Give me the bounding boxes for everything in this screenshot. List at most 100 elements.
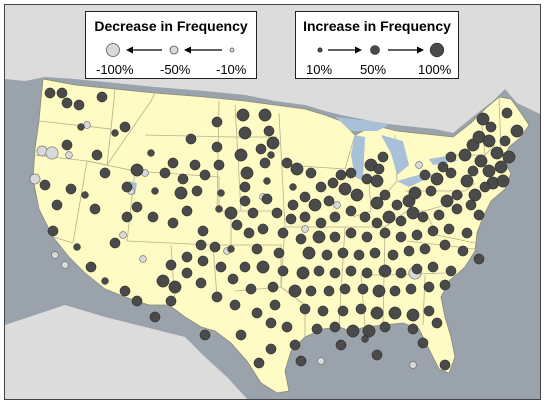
increase-station-marker xyxy=(299,303,311,315)
increase-station-marker xyxy=(359,211,371,223)
increase-station-marker xyxy=(167,217,179,229)
increase-station-marker xyxy=(317,305,329,317)
increase-station-marker xyxy=(395,231,407,243)
increase-station-marker xyxy=(229,299,241,311)
increase-station-marker xyxy=(439,359,451,371)
increase-station-marker xyxy=(378,264,392,278)
legend-decrease-label-10: -10% xyxy=(216,62,247,77)
increase-station-marker xyxy=(61,139,73,151)
increase-station-marker xyxy=(379,227,391,239)
increase-station-marker xyxy=(445,167,457,179)
increase-station-marker xyxy=(109,237,121,249)
increase-station-marker xyxy=(245,283,257,295)
increase-station-marker xyxy=(361,335,369,343)
increase-station-marker xyxy=(199,169,211,181)
increase-station-marker xyxy=(234,148,248,162)
increase-station-marker xyxy=(101,277,109,285)
increase-station-marker xyxy=(296,266,310,280)
increase-station-marker xyxy=(227,273,239,285)
increase-station-marker xyxy=(289,339,301,351)
increase-station-marker xyxy=(327,177,339,189)
increase-station-marker xyxy=(209,241,221,253)
increase-station-marker xyxy=(379,321,391,333)
increase-station-marker xyxy=(350,188,364,202)
increase-station-marker xyxy=(185,133,197,145)
increase-station-marker xyxy=(373,163,385,175)
legend-increase-label-10: 10% xyxy=(306,62,333,77)
increase-station-marker xyxy=(197,255,209,267)
increase-station-marker xyxy=(258,108,272,122)
increase-station-marker xyxy=(263,125,275,137)
increase-station-marker xyxy=(468,188,482,202)
decrease-station-marker xyxy=(409,361,417,369)
increase-station-marker xyxy=(361,267,373,279)
increase-station-marker xyxy=(439,239,451,251)
increase-station-marker xyxy=(323,285,335,297)
increase-station-marker xyxy=(445,265,457,277)
increase-station-marker xyxy=(389,285,401,297)
increase-station-marker xyxy=(353,249,365,261)
increase-station-marker xyxy=(465,199,477,211)
increase-station-marker xyxy=(165,259,177,271)
increase-station-marker xyxy=(215,261,227,273)
increase-station-marker xyxy=(369,247,381,259)
increase-station-marker xyxy=(253,357,265,369)
increase-station-marker xyxy=(496,174,510,188)
increase-station-marker xyxy=(482,164,496,178)
legend-circle-minus-50 xyxy=(169,45,179,55)
increase-station-marker xyxy=(290,162,304,176)
increase-station-marker xyxy=(131,201,143,213)
increase-station-marker xyxy=(419,169,431,181)
increase-station-marker xyxy=(405,283,417,295)
decrease-station-marker xyxy=(45,146,59,160)
increase-station-marker xyxy=(289,183,297,191)
increase-station-marker xyxy=(395,215,407,227)
increase-station-marker xyxy=(411,263,423,275)
increase-station-marker xyxy=(437,161,449,173)
increase-station-marker xyxy=(305,285,317,297)
legend-circle-minus-100 xyxy=(106,43,120,57)
increase-station-marker xyxy=(406,206,420,220)
increase-station-marker xyxy=(197,225,209,237)
increase-station-marker xyxy=(259,157,271,169)
increase-station-marker xyxy=(406,308,420,322)
increase-station-marker xyxy=(277,265,289,277)
increase-station-marker xyxy=(149,311,161,323)
legend-decrease-label-50: -50% xyxy=(160,62,191,77)
increase-station-marker xyxy=(388,306,402,320)
increase-station-marker xyxy=(147,211,159,223)
increase-station-marker xyxy=(47,225,59,237)
increase-station-marker xyxy=(476,112,490,126)
increase-station-marker xyxy=(473,253,485,265)
increase-station-marker xyxy=(215,205,223,213)
increase-station-marker xyxy=(337,305,349,317)
increase-station-marker xyxy=(337,247,349,259)
decrease-station-marker xyxy=(333,201,341,209)
increase-station-marker xyxy=(227,245,235,253)
increase-station-marker xyxy=(174,186,188,200)
increase-station-marker xyxy=(499,135,511,147)
increase-station-marker xyxy=(312,230,326,244)
increase-station-marker xyxy=(85,261,97,273)
increase-station-marker xyxy=(407,323,419,335)
increase-station-marker xyxy=(417,337,429,349)
increase-station-marker xyxy=(73,243,81,251)
increase-station-marker xyxy=(440,194,454,208)
increase-station-marker xyxy=(371,217,383,229)
increase-station-marker xyxy=(345,227,357,239)
increase-station-marker xyxy=(236,108,250,122)
increase-station-marker xyxy=(370,196,384,210)
increase-station-marker xyxy=(130,163,144,177)
increase-station-marker xyxy=(329,211,341,223)
legend-increase-title: Increase in Frequency xyxy=(303,18,451,34)
increase-station-marker xyxy=(285,213,297,225)
increase-station-marker xyxy=(362,324,376,338)
increase-station-marker xyxy=(461,227,473,239)
decrease-station-marker xyxy=(317,357,325,365)
decrease-station-marker xyxy=(119,231,127,239)
increase-station-marker xyxy=(256,260,270,274)
legend-increase-label-50: 50% xyxy=(360,62,387,77)
increase-station-marker xyxy=(473,209,485,221)
decrease-station-marker xyxy=(139,255,147,263)
increase-station-marker xyxy=(299,191,311,203)
